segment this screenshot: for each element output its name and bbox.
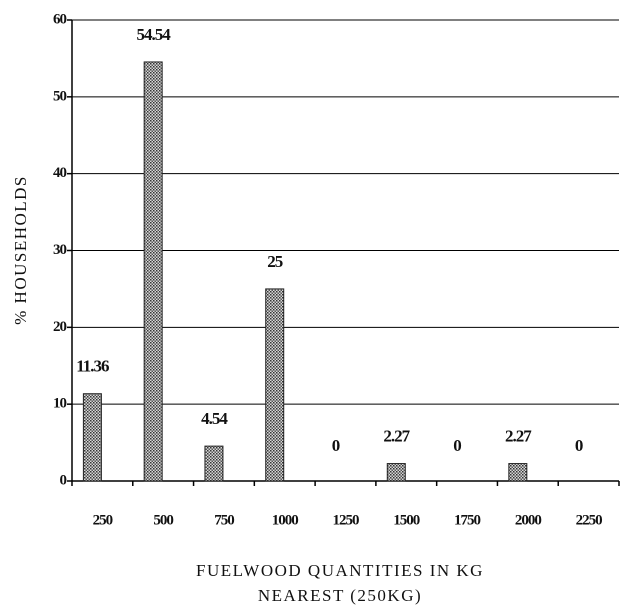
data-label: 11.36: [76, 357, 109, 376]
y-tick-label: 10: [53, 396, 67, 412]
x-tick-label: 1250: [333, 512, 360, 528]
y-tick-label: 40: [53, 165, 67, 181]
x-tick-label: 750: [214, 512, 234, 528]
bar: [386, 463, 406, 482]
data-label: 2.27: [383, 426, 410, 445]
data-label: 0: [332, 436, 340, 455]
y-tick-label: 50: [53, 88, 67, 104]
bar: [265, 288, 285, 482]
bar: [82, 393, 102, 482]
x-tick-label: 2000: [515, 512, 542, 528]
x-tick-label: 250: [93, 512, 113, 528]
bar: [508, 463, 528, 482]
data-label: 0: [453, 436, 461, 455]
y-tick-label: 30: [53, 242, 67, 258]
x-tick-label: 1000: [272, 512, 299, 528]
x-axis-label: FUELWOOD QUANTITIES IN KG: [196, 561, 484, 580]
x-tick-label: 1750: [454, 512, 481, 528]
x-tick-label: 1500: [393, 512, 420, 528]
y-tick-label: 60: [53, 11, 67, 27]
x-axis-label: NEAREST (250KG): [258, 586, 422, 605]
data-label: 25: [267, 252, 283, 271]
y-axis-label: % HOUSEHOLDS: [11, 175, 30, 325]
bar: [143, 61, 163, 482]
y-tick-label: 20: [53, 319, 67, 335]
data-label: 54.54: [137, 25, 172, 44]
y-tick-label: 0: [60, 472, 67, 488]
data-label: 2.27: [505, 426, 532, 445]
data-label: 4.54: [201, 409, 228, 428]
data-label: 0: [575, 436, 583, 455]
x-tick-label: 500: [153, 512, 173, 528]
x-tick-label: 2250: [576, 512, 603, 528]
bar: [204, 445, 224, 482]
